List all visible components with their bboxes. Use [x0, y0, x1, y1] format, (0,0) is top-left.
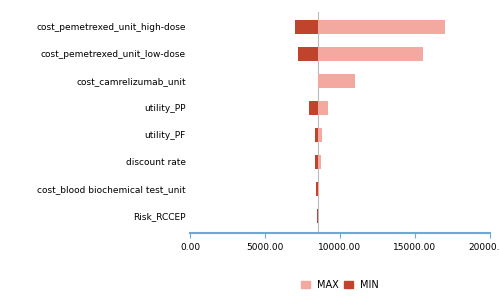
Bar [316, 182, 318, 196]
Bar [298, 47, 318, 61]
Bar [308, 101, 318, 115]
Bar [317, 209, 318, 223]
Bar [318, 20, 445, 34]
Bar [318, 47, 422, 61]
Bar [318, 155, 320, 169]
Bar [295, 20, 318, 34]
Bar [316, 155, 318, 169]
Bar [318, 74, 355, 88]
Legend: MAX, MIN: MAX, MIN [299, 278, 381, 292]
Bar [318, 182, 319, 196]
Bar [314, 128, 318, 142]
Bar [318, 101, 328, 115]
Bar [318, 128, 322, 142]
